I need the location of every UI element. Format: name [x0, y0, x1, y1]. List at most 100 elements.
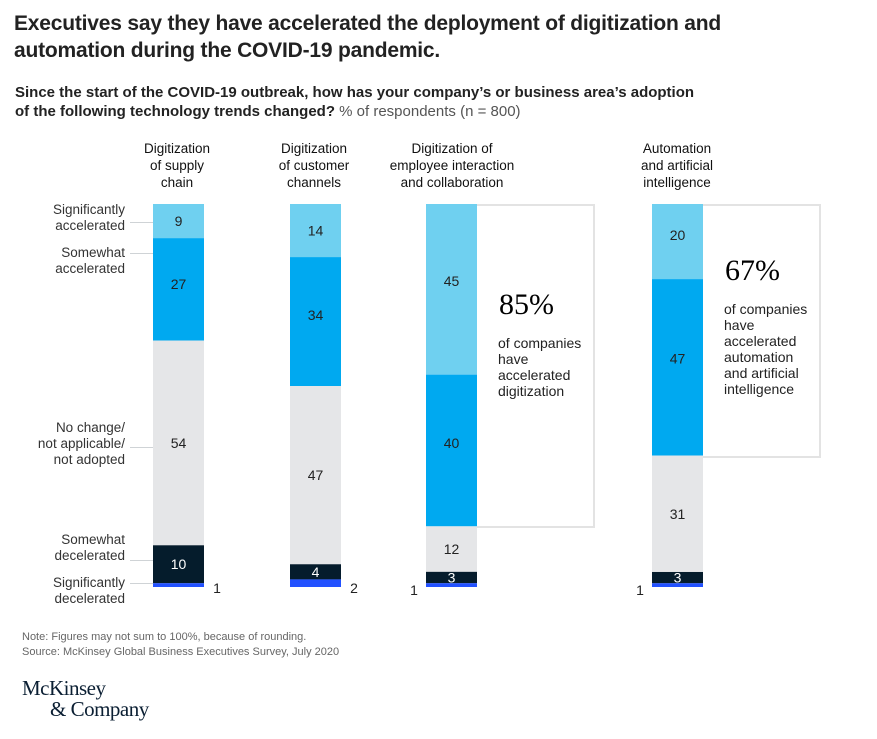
- bar-segment-no-change: [153, 340, 204, 546]
- leader-line: [130, 447, 153, 448]
- value-label: 47: [670, 351, 686, 367]
- annotation-text-line: intelligence: [724, 381, 795, 397]
- bar-segment-somewhat-decelerated: [153, 545, 204, 584]
- column-header-line: Automation: [642, 141, 712, 156]
- bar-segment-significantly-decelerated: [153, 583, 204, 587]
- value-label: 10: [171, 556, 187, 572]
- bar-segment-no-change: [426, 526, 477, 572]
- bar-segment-significantly-decelerated: [290, 579, 341, 587]
- annotation-box: [477, 204, 595, 529]
- bar-segment-significantly-decelerated: [652, 583, 703, 587]
- value-label: 27: [171, 276, 187, 292]
- value-label: 45: [444, 273, 460, 289]
- bar-segment-significantly-accelerated: [426, 204, 477, 375]
- annotation-text-line: automation: [724, 349, 794, 365]
- bar-segment-no-change: [290, 386, 341, 565]
- bar-segment-significantly-accelerated: [652, 204, 703, 280]
- category-label-line: decelerated: [54, 591, 125, 606]
- bar-segment-significantly-accelerated: [153, 204, 204, 239]
- value-label: 40: [444, 435, 460, 451]
- source-text: Source: McKinsey Global Business Executi…: [22, 646, 340, 658]
- annotation-text: of companies have accelerated automation and…: [724, 301, 807, 397]
- category-label-line: Somewhat: [61, 532, 125, 547]
- note-text: Note: Figures may not sum to 100%, becau…: [22, 631, 307, 643]
- title-line-2: automation during the COVID-19 pandemic.: [14, 39, 441, 62]
- annotation-text-line: accelerated: [724, 333, 797, 349]
- value-label: 12: [444, 541, 460, 557]
- leader-line: [130, 560, 153, 561]
- annotation-text-line: have: [498, 351, 529, 367]
- annotation-text-line: and artificial: [724, 365, 799, 381]
- column-header-0: Digitization of supply chain: [97, 140, 257, 191]
- bar-segment-significantly-decelerated: [426, 583, 477, 587]
- category-label-significantly-decelerated: Significantly decelerated: [0, 575, 125, 607]
- column-header-line: of supply: [149, 158, 205, 173]
- annotation-text-line: digitization: [498, 383, 565, 399]
- category-label-line: not adopted: [53, 452, 125, 467]
- category-label-significantly-accelerated: Significantly accelerated: [0, 202, 125, 234]
- value-label: 2: [350, 580, 358, 596]
- mckinsey-logo-line-2: & Company: [50, 697, 149, 721]
- value-label: 9: [175, 213, 183, 229]
- value-label: 54: [171, 435, 187, 451]
- title-line-1: Executives say they have accelerated the…: [14, 12, 722, 35]
- leader-line: [130, 222, 153, 223]
- footnote: Note: Figures may not sum to 100%, becau…: [22, 630, 339, 660]
- bar-segment-somewhat-accelerated: [290, 257, 341, 387]
- value-label: 3: [448, 570, 456, 586]
- leader-line: [130, 583, 153, 584]
- category-label-no-change: No change/not applicable/not adopted: [0, 420, 125, 468]
- category-label-somewhat-decelerated: Somewhat decelerated: [0, 532, 125, 564]
- bar-segment-somewhat-accelerated: [426, 374, 477, 527]
- value-label: 1: [213, 580, 221, 596]
- category-label-line: decelerated: [54, 548, 125, 563]
- value-label: 31: [670, 506, 686, 522]
- column-header-line: chain: [160, 175, 194, 190]
- column-header-3: Automation and artificial intelligence: [597, 140, 757, 191]
- question-line-1: Since the start of the COVID-19 outbreak…: [15, 84, 695, 101]
- annotation-percentage: 67%: [725, 254, 780, 287]
- column-header-line: of customer: [278, 158, 350, 173]
- value-label: 3: [674, 570, 682, 586]
- column-header-line: Digitization of: [411, 141, 493, 156]
- question-line-2: of the following technology trends chang…: [15, 102, 815, 121]
- annotation-box: [703, 204, 821, 458]
- column-header-line: channels: [286, 175, 342, 190]
- value-label: 14: [308, 223, 324, 239]
- category-label-line: Somewhat: [61, 245, 125, 260]
- leader-line: [130, 253, 153, 254]
- value-label: 20: [670, 227, 686, 243]
- column-header-line: intelligence: [643, 175, 711, 190]
- bar-segment-no-change: [652, 455, 703, 572]
- value-label: 1: [410, 582, 418, 598]
- column-header-line: Digitization: [280, 141, 348, 156]
- category-label-line: Significantly: [52, 202, 125, 217]
- column-header-line: Digitization: [143, 141, 211, 156]
- value-label: 47: [308, 467, 324, 483]
- annotation-text-line: have: [724, 317, 755, 333]
- bar-segment-significantly-accelerated: [290, 204, 341, 258]
- annotation-text-line: accelerated: [498, 367, 571, 383]
- units-label: % of respondents (n = 800): [335, 103, 521, 120]
- bar-segment-somewhat-decelerated: [290, 564, 341, 580]
- annotation-text-line: of companies: [498, 335, 582, 351]
- question-line-2-text: of the following technology trends chang…: [15, 103, 335, 120]
- bar-segment-somewhat-decelerated: [426, 571, 477, 584]
- category-label-line: accelerated: [55, 218, 125, 233]
- mckinsey-logo-line-1: McKinsey: [22, 676, 106, 700]
- column-header-line: and artificial: [640, 158, 714, 173]
- category-label-line: No change/: [55, 420, 125, 435]
- column-header-line: employee interaction: [389, 158, 515, 173]
- category-label-line: not applicable/: [37, 436, 125, 451]
- column-header-1: Digitization of customer channels: [234, 140, 394, 191]
- bar-segment-somewhat-accelerated: [153, 238, 204, 341]
- value-label: 1: [636, 582, 644, 598]
- category-label-somewhat-accelerated: Somewhat accelerated: [0, 245, 125, 277]
- annotation-percentage: 85%: [499, 288, 554, 321]
- bar-segment-somewhat-accelerated: [652, 279, 703, 456]
- chart-subtitle: Since the start of the COVID-19 outbreak…: [15, 83, 815, 121]
- category-label-line: accelerated: [55, 261, 125, 276]
- value-label: 34: [308, 307, 324, 323]
- chart-title: Executives say they have accelerated the…: [14, 10, 794, 64]
